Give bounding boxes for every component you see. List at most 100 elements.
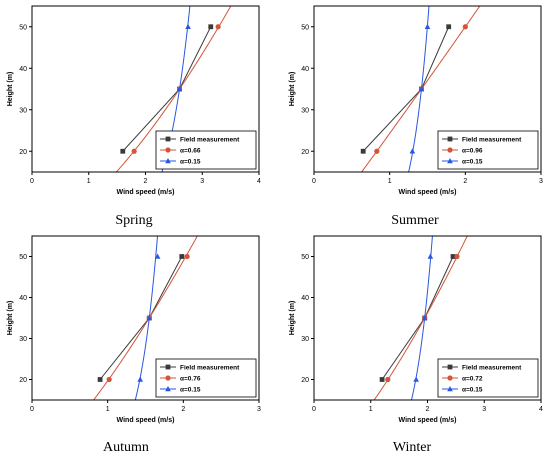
y-tick-label-0: 20	[301, 149, 309, 156]
data-point-1-0	[131, 148, 137, 154]
legend-marker-0	[447, 364, 453, 370]
legend-label-1: α=0.66	[180, 147, 201, 154]
x-tick-label-2: 2	[144, 178, 148, 185]
data-point-0-2	[450, 254, 456, 259]
panel-caption: Summer	[391, 213, 439, 228]
legend-marker-2	[447, 386, 453, 392]
y-axis-title: Height (m)	[7, 301, 14, 336]
y-axis-title: Height (m)	[7, 72, 14, 107]
panel-autumn: 0 1 2 3 20 30 40 50 Wind speed (m/s) Height (m) Fi…	[7, 235, 261, 455]
x-tick-label-0: 0	[312, 406, 316, 413]
x-axis-title: Wind speed (m/s)	[399, 417, 457, 424]
legend: Field measurement α=0.66 α=0.15	[155, 130, 257, 170]
y-tick-label-2: 40	[19, 66, 27, 73]
series-2	[410, 236, 434, 400]
x-tick-label-0: 0	[312, 178, 316, 185]
y-tick-label-3: 50	[301, 254, 309, 261]
data-point-2-1	[176, 86, 183, 92]
legend-label-2: α=0.15	[180, 386, 201, 393]
x-tick-label-2: 2	[181, 406, 185, 413]
data-point-2-0	[409, 148, 416, 154]
x-tick-label-0: 0	[30, 178, 34, 185]
legend-marker-0	[165, 136, 171, 142]
data-point-0-0	[120, 148, 126, 154]
legend-marker-1	[447, 147, 453, 153]
x-tick-label-2: 2	[426, 406, 430, 413]
x-axis-title: Wind speed (m/s)	[117, 189, 175, 196]
x-tick-label-1: 1	[87, 178, 91, 185]
y-tick-label-0: 20	[19, 377, 27, 384]
x-tick-label-3: 3	[539, 178, 543, 185]
y-axis-title: Height (m)	[289, 301, 296, 336]
legend: Field measurement α=0.96 α=0.15	[437, 130, 539, 170]
x-tick-label-4: 4	[257, 178, 261, 185]
legend-label-0: Field measurement	[462, 364, 522, 371]
y-tick-label-3: 50	[301, 24, 309, 31]
y-tick-label-1: 30	[301, 107, 309, 114]
legend-marker-1	[165, 147, 171, 153]
panel-spring: 0 1 2 3 4 20 30 40 50 Wind speed (m/s) Height (m) F…	[7, 5, 261, 228]
legend-marker-1	[165, 375, 171, 381]
data-point-2-0	[137, 376, 144, 382]
legend-marker-2	[447, 158, 453, 164]
legend-marker-0	[447, 136, 453, 142]
x-axis-title: Wind speed (m/s)	[399, 189, 457, 196]
data-point-2-2	[424, 23, 431, 29]
series-line-0	[362, 26, 450, 152]
x-tick-label-3: 3	[257, 406, 261, 413]
data-point-2-2	[185, 23, 191, 29]
legend-label-2: α=0.15	[180, 158, 201, 165]
x-tick-label-3: 3	[482, 406, 486, 413]
data-point-1-2	[184, 253, 190, 260]
legend-marker-1	[447, 375, 453, 381]
data-point-0-0	[379, 377, 385, 382]
plot-frame	[313, 5, 542, 173]
y-tick-label-1: 30	[19, 336, 27, 343]
legend-label-1: α=0.76	[180, 375, 201, 382]
data-point-2-0	[413, 376, 419, 382]
data-point-2-2	[154, 253, 161, 259]
panel-caption: Spring	[115, 213, 152, 228]
panel-caption: Autumn	[103, 440, 149, 455]
legend-marker-2	[165, 158, 171, 164]
series-line-2	[410, 236, 433, 400]
x-tick-label-4: 4	[539, 406, 543, 413]
y-tick-label-3: 50	[19, 24, 27, 31]
data-point-2-1	[146, 315, 153, 321]
data-point-1-2	[454, 253, 460, 260]
y-tick-label-2: 40	[301, 66, 309, 73]
x-tick-label-1: 1	[369, 406, 373, 413]
data-point-0-2	[446, 24, 452, 30]
legend-label-1: α=0.96	[462, 147, 483, 154]
data-point-1-0	[385, 376, 391, 383]
legend-label-1: α=0.72	[462, 375, 483, 382]
plot-frame	[31, 235, 260, 401]
legend-label-0: Field measurement	[462, 136, 522, 143]
data-point-1-2	[462, 24, 468, 30]
x-tick-label-1: 1	[106, 406, 110, 413]
panel-winter: 0 1 2 3 4 20 30 40 50 Wind speed (m/s) Height (m) F…	[289, 235, 543, 455]
data-point-2-1	[418, 86, 425, 92]
y-tick-label-2: 40	[301, 295, 309, 302]
series-line-2	[134, 236, 159, 400]
data-point-0-0	[360, 148, 366, 154]
x-tick-label-1: 1	[388, 178, 392, 185]
x-tick-label-3: 3	[200, 178, 204, 185]
legend-marker-2	[165, 386, 171, 392]
y-axis-title: Height (m)	[289, 72, 296, 107]
y-tick-label-1: 30	[301, 336, 309, 343]
legend-label-2: α=0.15	[462, 386, 483, 393]
data-point-1-0	[374, 148, 380, 154]
legend: Field measurement α=0.72 α=0.15	[437, 358, 539, 398]
panel-summer: 0 1 2 3 20 30 40 50 Wind speed (m/s) Height (m) Fi…	[289, 5, 543, 228]
legend-label-0: Field measurement	[180, 364, 240, 371]
y-tick-label-1: 30	[19, 107, 27, 114]
legend-label-0: Field measurement	[180, 136, 240, 143]
data-point-0-0	[97, 377, 103, 382]
series-0	[360, 24, 452, 154]
y-tick-label-0: 20	[301, 377, 309, 384]
data-point-2-1	[421, 315, 428, 321]
legend-box	[155, 358, 257, 398]
series-2	[408, 6, 431, 172]
